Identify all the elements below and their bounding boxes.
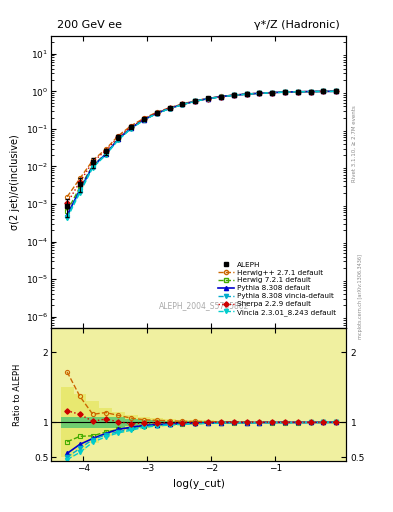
- Text: 200 GeV ee: 200 GeV ee: [57, 20, 122, 30]
- Text: Rivet 3.1.10, ≥ 2.7M events: Rivet 3.1.10, ≥ 2.7M events: [352, 105, 357, 182]
- Text: mcplots.cern.ch [arXiv:1306.3436]: mcplots.cern.ch [arXiv:1306.3436]: [358, 254, 363, 339]
- Y-axis label: Ratio to ALEPH: Ratio to ALEPH: [13, 363, 22, 425]
- Text: γ*/Z (Hadronic): γ*/Z (Hadronic): [254, 20, 340, 30]
- X-axis label: log(y_cut): log(y_cut): [173, 478, 224, 489]
- Text: ALEPH_2004_S5765862: ALEPH_2004_S5765862: [159, 302, 250, 310]
- Legend: ALEPH, Herwig++ 2.7.1 default, Herwig 7.2.1 default, Pythia 8.308 default, Pythi: ALEPH, Herwig++ 2.7.1 default, Herwig 7.…: [216, 259, 339, 318]
- Y-axis label: σ(2 jet)/σ(inclusive): σ(2 jet)/σ(inclusive): [10, 134, 20, 230]
